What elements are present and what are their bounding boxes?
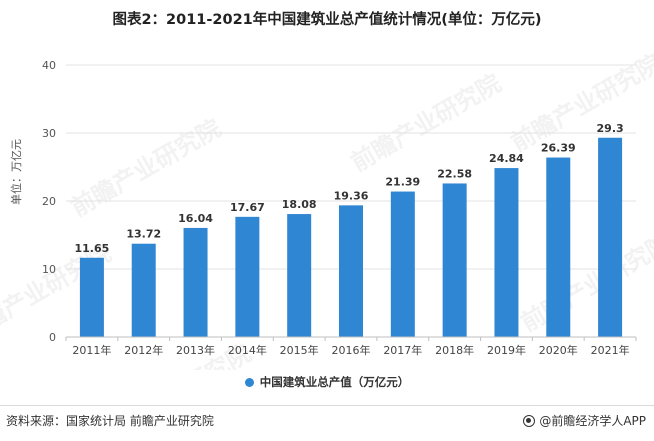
bar-chart: 前瞻产业研究院前瞻产业研究院前瞻产业研究院前瞻产业研究院前瞻产业研究院前瞻产业研… (0, 49, 654, 370)
y-tick-label: 40 (42, 59, 56, 72)
x-tick-label: 2012年 (124, 343, 163, 357)
x-axis-ticks: 2011年 2012年 2013年 2014年 2015年 2016年 2017年 2018年… (65, 337, 637, 357)
bar (442, 183, 467, 337)
x-tick-label: 2018年 (435, 343, 474, 357)
source-note: 资料来源：国家统计局 前瞻产业研究院 (6, 414, 214, 428)
x-tick-label: 2016年 (332, 343, 371, 357)
brand-logo-icon (523, 414, 536, 427)
bar (287, 214, 312, 337)
bar (339, 205, 363, 337)
bar-value-label: 29.3 (597, 122, 624, 135)
y-tick-label: 10 (42, 263, 56, 276)
bar-value-label: 19.36 (334, 189, 369, 202)
bar-value-label: 21.39 (385, 176, 420, 189)
legend-marker-icon (244, 377, 254, 387)
bar (79, 257, 104, 337)
brand-credit: @前瞻经济学人APP (523, 412, 646, 429)
bar (390, 191, 415, 337)
x-tick-label: 2015年 (280, 343, 319, 357)
x-tick-label: 2014年 (228, 343, 267, 357)
watermark-text: 前瞻产业研究院 (66, 114, 225, 222)
y-tick-label: 20 (42, 195, 56, 208)
chart-title: 图表2：2011-2021年中国建筑业总产值统计情况(单位：万亿元) (112, 12, 542, 28)
x-tick-label: 2020年 (539, 343, 578, 357)
bar-value-label: 22.58 (437, 167, 472, 180)
bar (183, 227, 208, 337)
bar-value-label: 26.39 (541, 142, 576, 155)
legend-label: 中国建筑业总产值（万亿元） (259, 375, 410, 389)
y-tick-label: 0 (49, 331, 56, 344)
bar (546, 157, 571, 337)
bars: 11.65 13.72 16.04 17.67 18.08 19.36 21.39 22.58… (75, 122, 624, 337)
y-tick-label: 30 (42, 127, 56, 140)
legend: 中国建筑业总产值（万亿元） (0, 374, 654, 390)
bar (235, 216, 260, 337)
bar (494, 168, 519, 337)
x-tick-label: 2013年 (176, 343, 215, 357)
y-axis-label: 单位：万亿元 (10, 139, 23, 205)
watermark-text: 前瞻产业研究院 (516, 229, 654, 337)
bar-value-label: 13.72 (126, 228, 161, 241)
x-tick-label: 2021年 (591, 343, 630, 357)
bar-value-label: 24.84 (489, 152, 524, 165)
bar-value-label: 18.08 (282, 198, 317, 211)
bar-value-label: 16.04 (178, 212, 213, 225)
x-tick-label: 2019年 (487, 343, 526, 357)
bar (131, 243, 156, 337)
bar-value-label: 17.67 (230, 201, 265, 214)
watermark-text: 前瞻产业研究院 (346, 69, 505, 177)
bar-value-label: 11.65 (75, 242, 110, 255)
bar (598, 137, 623, 337)
y-axis-ticks: 0 10 20 30 40 (42, 59, 56, 344)
brand-text: @前瞻经济学人APP (539, 414, 646, 428)
footer-divider (0, 405, 654, 406)
x-tick-label: 2011年 (72, 343, 111, 357)
x-tick-label: 2017年 (383, 343, 422, 357)
